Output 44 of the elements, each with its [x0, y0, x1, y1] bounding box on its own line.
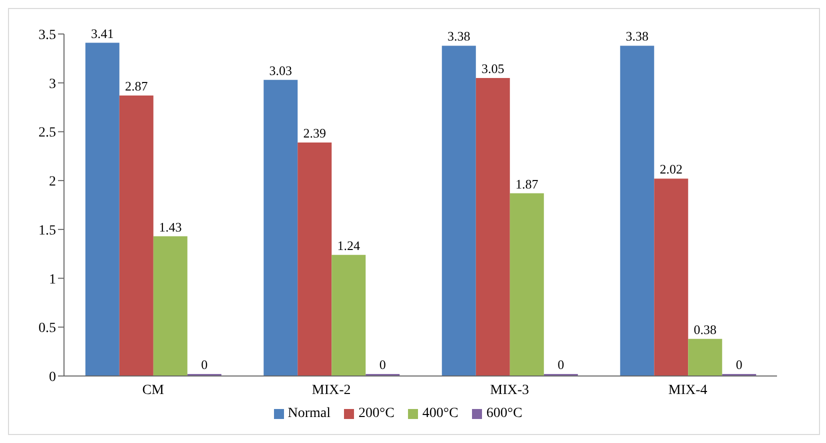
y-tick-label: 2	[49, 174, 56, 190]
data-label: 0	[558, 357, 564, 372]
data-label: 0.38	[694, 322, 717, 337]
legend-label: 200°C	[358, 406, 394, 422]
x-tick-label: CM	[142, 382, 165, 398]
bar	[264, 80, 298, 376]
data-label: 1.87	[516, 176, 539, 192]
x-tick-label: MIX-2	[312, 382, 351, 398]
bar	[153, 236, 188, 376]
bar	[688, 338, 722, 376]
y-tick-label: 3	[49, 76, 56, 92]
bar	[476, 78, 510, 376]
data-label: 1.24	[337, 238, 361, 253]
x-tick-label: MIX-3	[490, 382, 530, 398]
legend-label: 400°C	[422, 406, 458, 422]
y-tick-label: 0	[49, 370, 56, 385]
data-label: 3.05	[482, 60, 504, 76]
data-label: 0	[201, 357, 208, 372]
data-label: 2.87	[125, 78, 148, 94]
bar	[510, 193, 544, 376]
data-label: 0	[379, 357, 386, 372]
y-tick-label: 1.5	[38, 223, 56, 238]
legend-label: Normal	[288, 406, 330, 422]
bar	[442, 46, 476, 376]
y-tick-label: 3.5	[38, 28, 56, 43]
bar	[620, 46, 654, 376]
data-label: 3.03	[269, 62, 292, 78]
y-tick-label: 0.5	[38, 321, 56, 336]
data-label: 0	[736, 357, 742, 372]
data-label: 2.02	[660, 162, 683, 177]
x-tick-label: MIX-4	[668, 382, 708, 398]
y-tick-label: 2.5	[38, 126, 56, 141]
bar	[119, 96, 154, 376]
data-label: 1.43	[159, 219, 182, 234]
bar	[298, 142, 332, 376]
bar	[85, 42, 120, 376]
data-label: 3.41	[91, 26, 114, 41]
y-tick-label: 1	[49, 272, 56, 288]
bar	[332, 254, 366, 376]
legend-label: 600°C	[486, 406, 522, 422]
data-label: 2.39	[303, 125, 326, 140]
data-label: 3.38	[626, 28, 649, 44]
data-label: 3.38	[448, 28, 470, 44]
bar	[654, 178, 688, 376]
